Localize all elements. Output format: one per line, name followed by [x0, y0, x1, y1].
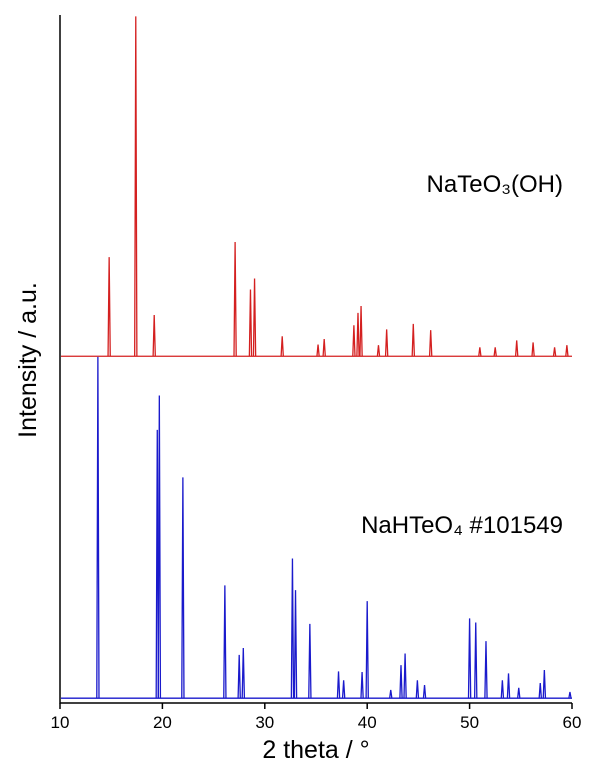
x-tick-label: 20 — [153, 713, 172, 732]
peak — [506, 673, 511, 699]
x-tick-label: 30 — [255, 713, 274, 732]
peak — [565, 345, 569, 357]
peak — [223, 585, 227, 699]
peak — [134, 16, 138, 357]
peak — [322, 339, 326, 357]
peak — [157, 395, 162, 699]
x-tick-label: 50 — [460, 713, 479, 732]
peak — [376, 345, 381, 357]
peak — [293, 590, 298, 699]
peak — [241, 647, 246, 699]
peak — [428, 330, 433, 357]
peak — [308, 623, 312, 699]
x-axis-title: 2 theta / ° — [262, 736, 369, 764]
peak — [248, 289, 253, 357]
peak — [493, 347, 497, 357]
peak — [484, 641, 488, 699]
peak — [568, 691, 572, 699]
peak — [352, 325, 356, 357]
peak — [237, 654, 241, 699]
peak — [359, 306, 363, 357]
peak — [478, 347, 482, 357]
peak — [365, 601, 369, 699]
peak — [415, 680, 420, 699]
peak — [411, 323, 416, 357]
peak — [403, 653, 407, 699]
peak — [290, 558, 295, 699]
peak — [341, 680, 346, 699]
peak — [399, 665, 403, 699]
peak — [360, 672, 364, 699]
peak — [552, 347, 557, 357]
y-axis-title: Intensity / a.u. — [14, 282, 42, 438]
peak — [531, 342, 535, 357]
peak — [336, 671, 341, 699]
peak — [473, 622, 478, 699]
peak — [500, 680, 505, 699]
peak — [538, 683, 543, 699]
peak — [356, 312, 360, 357]
x-tick-label: 40 — [358, 713, 377, 732]
peak — [517, 687, 521, 699]
peak — [384, 329, 389, 357]
peak — [233, 242, 237, 357]
peak — [181, 477, 185, 699]
peak — [96, 356, 100, 699]
peak — [514, 340, 519, 357]
x-tick-label: 60 — [563, 713, 582, 732]
peak — [389, 689, 393, 699]
peak — [422, 685, 427, 699]
peak — [280, 336, 284, 357]
series-label: NaTeO₃(OH) — [427, 171, 563, 198]
peak — [107, 257, 111, 357]
peak — [316, 344, 320, 357]
x-tick-label: 10 — [51, 713, 70, 732]
peak — [152, 314, 156, 357]
peak — [542, 669, 547, 699]
series-label: NaHTeO₄ #101549 — [361, 512, 563, 539]
peak — [467, 618, 472, 699]
peak — [252, 278, 257, 357]
